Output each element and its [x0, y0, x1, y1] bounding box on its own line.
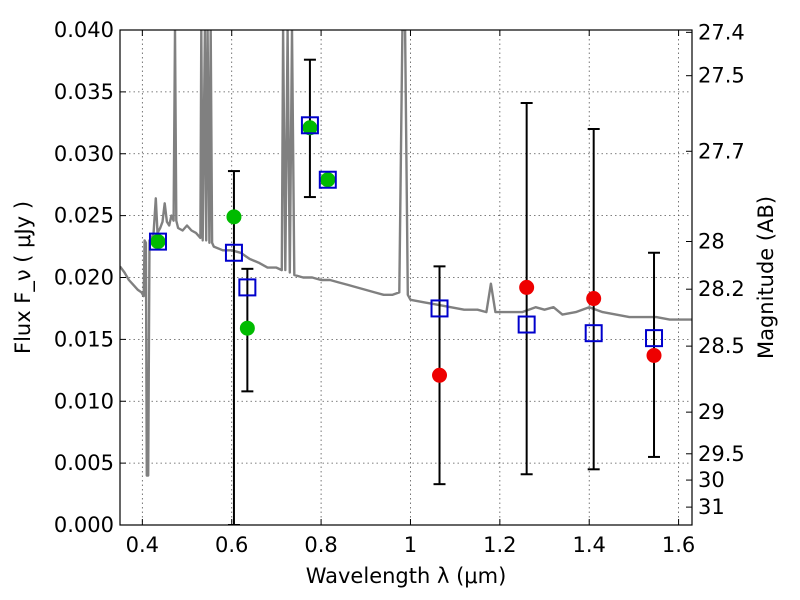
right-tick-label: 29	[698, 400, 725, 424]
x-tick-label: 0.8	[304, 533, 337, 557]
ticks: 0.4 0.6 0.8 1 1.2 1.4 1.6 0.000 0.005 0.010 0.015 0…	[54, 18, 745, 557]
model-photometry-square	[517, 315, 536, 334]
observed-optical-point	[320, 172, 336, 188]
y-tick-label: 0.000	[54, 513, 114, 537]
right-tick-label: 29.5	[698, 442, 745, 466]
y-tick-label: 0.030	[54, 142, 114, 166]
right-axis-title: Magnitude (AB)	[754, 196, 778, 359]
x-axis-title: Wavelength λ (μm)	[306, 564, 507, 588]
y-axis-title: Flux F_ν ( μJy )	[11, 201, 36, 354]
model-photometry-square	[645, 329, 664, 348]
right-tick-label: 27.4	[698, 20, 745, 44]
observed-optical-point	[150, 234, 166, 250]
x-tick-label: 1.4	[573, 533, 606, 557]
y-tick-label: 0.015	[54, 327, 114, 351]
y-tick-label: 0.010	[54, 389, 114, 413]
observed-nir-point	[432, 367, 448, 383]
right-tick-label: 28.5	[698, 334, 745, 358]
model-photometry-square	[224, 243, 243, 262]
right-tick-label: 28	[698, 230, 725, 254]
model-photometry-square	[148, 232, 167, 251]
right-tick-label: 27.5	[698, 64, 745, 88]
model-photometry-square	[584, 324, 603, 343]
model-photometry-square	[430, 299, 449, 318]
y-tick-label: 0.020	[54, 266, 114, 290]
observed-nir-point	[519, 279, 535, 295]
right-tick-label: 28.2	[698, 277, 745, 301]
model-photometry-square	[300, 116, 319, 135]
x-tick-label: 0.4	[126, 533, 159, 557]
observed-nir-point	[646, 347, 662, 363]
model-photometry-square	[238, 278, 257, 297]
observed-optical-point	[226, 209, 242, 225]
x-tick-label: 1.6	[662, 533, 695, 557]
observed-nir-point	[586, 291, 602, 307]
y-tick-label: 0.035	[54, 80, 114, 104]
model-photometry-square	[318, 170, 337, 189]
x-tick-label: 1	[404, 533, 417, 557]
observed-optical-point	[239, 320, 255, 336]
right-tick-label: 31	[698, 495, 725, 519]
right-tick-label: 30	[698, 468, 725, 492]
right-tick-label: 27.7	[698, 139, 745, 163]
grid	[120, 30, 692, 525]
model-spectrum-line	[120, 30, 692, 477]
y-tick-label: 0.005	[54, 451, 114, 475]
y-tick-label: 0.025	[54, 204, 114, 228]
x-tick-label: 1.2	[483, 533, 516, 557]
y-tick-label: 0.040	[54, 18, 114, 42]
plot-area	[120, 30, 692, 525]
x-tick-label: 0.6	[215, 533, 248, 557]
